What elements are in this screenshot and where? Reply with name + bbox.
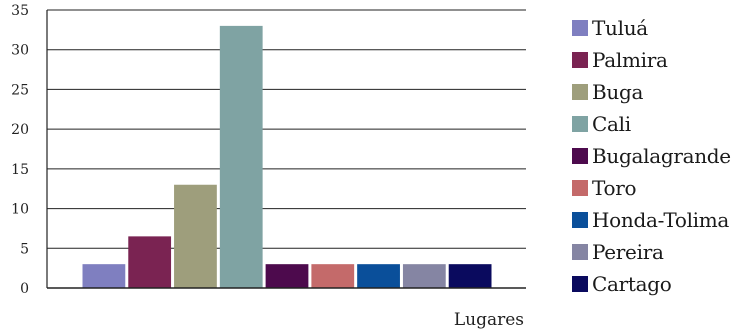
y-tick-label: 20 (11, 122, 29, 138)
bar-tulu- (82, 264, 126, 288)
legend-item: Tuluá (572, 12, 731, 44)
legend-item: Cartago (572, 268, 731, 300)
legend-swatch (572, 244, 588, 260)
y-tick-label: 25 (11, 82, 29, 98)
y-tick-label: 0 (20, 281, 29, 297)
legend-swatch (572, 52, 588, 68)
bar-cartago (448, 264, 492, 288)
legend-swatch (572, 116, 588, 132)
x-axis-label: Lugares (454, 310, 524, 330)
legend-item: Cali (572, 108, 731, 140)
y-tick-label: 10 (11, 202, 29, 218)
legend-swatch (572, 276, 588, 292)
y-tick-label: 15 (11, 162, 29, 178)
bar-buga (174, 184, 217, 288)
legend-item: Bugalagrande (572, 140, 731, 172)
legend-swatch (572, 212, 588, 228)
legend-item: Palmira (572, 44, 731, 76)
legend-label: Tuluá (592, 16, 648, 40)
y-tick-labels: 0 5 10 15 20 25 30 35 (11, 3, 29, 297)
bar-toro (311, 264, 355, 288)
y-tick-label: 35 (11, 3, 29, 19)
gridlines (47, 9, 526, 249)
legend-label: Bugalagrande (592, 144, 731, 168)
legend-item: Pereira (572, 236, 731, 268)
legend-swatch (572, 84, 588, 100)
bar-honda-tolima (357, 264, 400, 288)
legend-swatch (572, 148, 588, 164)
legend: Tuluá Palmira Buga Cali Bugalagrande Toro Hond… (572, 12, 731, 300)
bar-bugalagrande (265, 264, 309, 288)
y-tick-label: 30 (11, 43, 29, 59)
legend-label: Honda-Tolima (592, 208, 730, 232)
bars (82, 25, 492, 289)
legend-label: Cartago (592, 272, 672, 296)
legend-label: Palmira (592, 48, 668, 72)
bar-pereira (402, 264, 446, 288)
legend-swatch (572, 180, 588, 196)
bar-cali (219, 25, 263, 289)
y-tick-label: 5 (20, 241, 29, 257)
legend-label: Buga (592, 80, 644, 104)
legend-label: Toro (592, 176, 637, 200)
legend-item: Honda-Tolima (572, 204, 731, 236)
legend-label: Cali (592, 112, 631, 136)
legend-item: Toro (572, 172, 731, 204)
bar-palmira (128, 236, 172, 288)
legend-swatch (572, 20, 588, 36)
legend-label: Pereira (592, 240, 664, 264)
legend-item: Buga (572, 76, 731, 108)
axes (46, 10, 526, 289)
